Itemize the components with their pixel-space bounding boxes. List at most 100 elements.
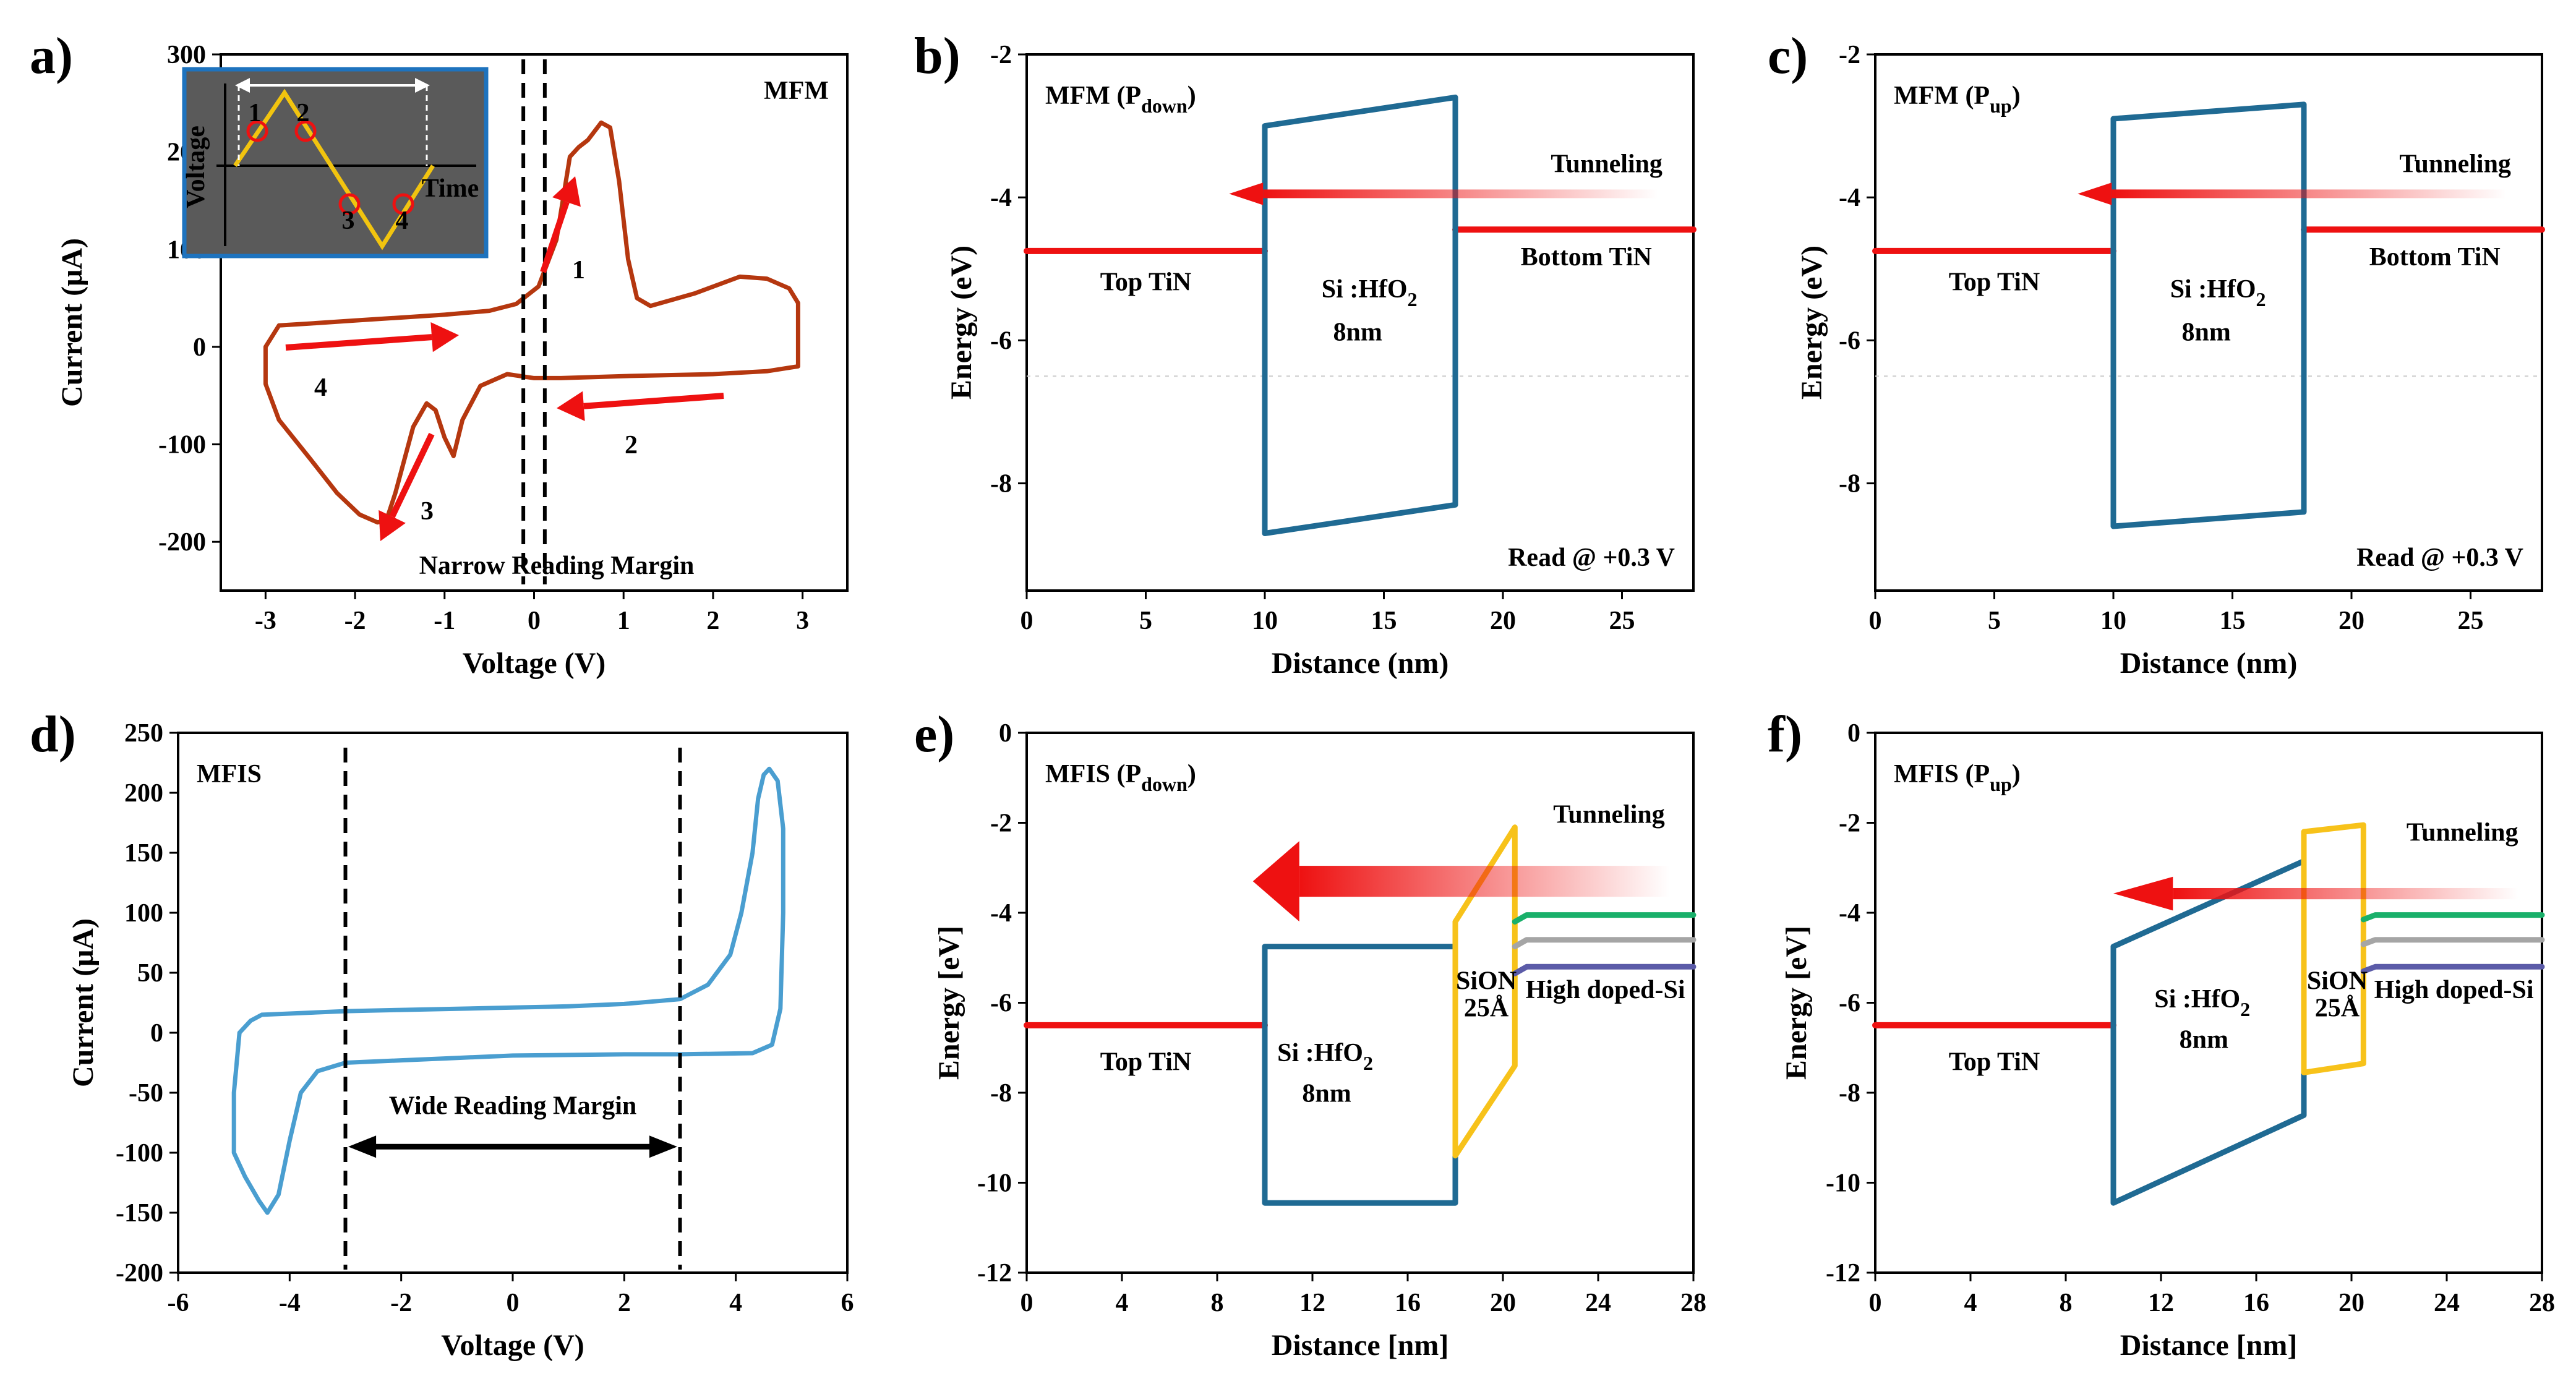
x-tick-label: -6: [168, 1289, 189, 1317]
inset-marker: [294, 120, 317, 142]
read-bias-label: Read @ +0.3 V: [1508, 544, 1675, 572]
series-si-ev: [2360, 963, 2545, 975]
x-tick-label: 12: [1299, 1289, 1325, 1317]
oxide-label: Si :HfO2: [1277, 1039, 1373, 1074]
x-tick-label: 15: [2220, 607, 2246, 635]
y-axis-label: Energy [eV]: [933, 926, 965, 1080]
chart-title: MFM (Pdown): [1045, 82, 1196, 117]
y-tick-label: -10: [1826, 1169, 1860, 1198]
x-tick-label: -4: [279, 1289, 301, 1317]
x-tick-label: 20: [1490, 607, 1516, 635]
arrow-3-head: [379, 510, 406, 541]
y-tick-label: -100: [116, 1139, 163, 1168]
inset-waveform: 1 2 3 4 Voltage Time: [182, 67, 489, 258]
sion-thickness-label: 25Å: [1464, 994, 1509, 1022]
inset-triangle-wave: [233, 88, 435, 250]
y-tick-label: -4: [990, 899, 1012, 928]
x-tick-label: 5: [1988, 607, 2001, 635]
panel-label: b): [914, 27, 961, 85]
x-axis-label: Distance (nm): [2120, 647, 2298, 680]
arrow-1-head: [552, 176, 581, 207]
step-label-3: 3: [421, 497, 434, 526]
inset-marker-label: 3: [342, 207, 355, 235]
chart-e: 0 4 8 12 16 20 24 28 -12 -10 -8 -6 -4 -2 0 Distance [nm…: [914, 706, 1706, 1362]
x-tick-label: 24: [1585, 1289, 1611, 1317]
inset-x-label: Time: [422, 174, 479, 203]
x-tick-label: 25: [2458, 607, 2484, 635]
x-tick-label: -2: [344, 607, 366, 635]
left-metal-label: Top TiN: [1100, 1048, 1192, 1077]
x-tick-label: 10: [1252, 607, 1278, 635]
series-hfo2: [1262, 944, 1458, 1206]
right-metal-label: Bottom TiN: [1521, 243, 1652, 271]
x-axis-label: Voltage (V): [463, 647, 606, 680]
y-tick-label: -2: [1839, 809, 1860, 838]
inset-frame: [182, 67, 489, 258]
x-tick-label: 8: [2060, 1289, 2073, 1317]
x-tick-label: 6: [841, 1289, 854, 1317]
tunneling-label: Tunneling: [2407, 819, 2518, 847]
x-tick-label: 0: [1021, 1289, 1033, 1317]
y-tick-label: -6: [1839, 327, 1860, 355]
tunneling-label: Tunneling: [1553, 801, 1665, 829]
y-tick-label: 0: [999, 719, 1012, 748]
arrow-4-shaft: [285, 334, 432, 351]
x-tick-label: -3: [255, 607, 276, 635]
y-tick-label: -200: [116, 1259, 163, 1288]
inset-marker-label: 2: [297, 99, 310, 127]
inset-marker: [392, 193, 414, 215]
y-tick-label: -12: [977, 1259, 1012, 1288]
x-tick-label: 0: [507, 1289, 520, 1317]
y-axis-label: Energy [eV]: [1780, 926, 1813, 1080]
inset-y-label: Voltage: [182, 126, 210, 208]
x-tick-label: 16: [2243, 1289, 2269, 1317]
x-axis-label: Voltage (V): [441, 1329, 584, 1362]
x-tick-label: 28: [1680, 1289, 1706, 1317]
series-hfo2: [2110, 101, 2307, 529]
plot-frame: [1874, 53, 2543, 592]
tunneling-arrow-head: [2077, 182, 2112, 205]
chart-b: 0 5 10 15 20 25 -8 -6 -4 -2 Distance (nm) Energy (e…: [914, 27, 1697, 680]
series-sion: [2301, 822, 2366, 1075]
chart-f: 0 4 8 12 16 20 24 28 -12 -10 -8 -6 -4 -2 0 Distance [nm…: [1768, 706, 2555, 1362]
panel-label: e): [914, 706, 954, 763]
step-label-1: 1: [572, 256, 585, 284]
read-bias-label: Read @ +0.3 V: [2356, 544, 2523, 572]
y-tick-label: 0: [150, 1019, 163, 1048]
oxide-thickness-label: 8nm: [2180, 1025, 2228, 1054]
sion-thickness-label: 25Å: [2315, 994, 2360, 1022]
y-axis-label: Energy (eV): [1795, 246, 1828, 399]
tunneling-arrow-shaft: [2112, 189, 2507, 199]
x-tick-label: 0: [528, 607, 541, 635]
arrow-3-shaft: [389, 432, 435, 518]
chart-title: MFM: [764, 77, 829, 105]
tunneling-arrow-shaft: [1299, 866, 1670, 897]
left-metal-label: Top TiN: [1949, 268, 2040, 296]
series-hfo2: [1262, 94, 1458, 536]
tunneling-arrow-head: [2113, 876, 2173, 911]
y-tick-label: 50: [137, 959, 163, 988]
x-tick-label: 4: [729, 1289, 742, 1317]
arrow-4-head: [430, 322, 459, 352]
tunneling-arrow-head: [1252, 841, 1299, 922]
series-si-ev: [1512, 963, 1697, 976]
inset-period-arrow-left: [235, 78, 250, 93]
x-axis-label: Distance [nm]: [1272, 1329, 1449, 1362]
y-tick-label: -10: [977, 1169, 1012, 1198]
inset-period-arrow-right: [415, 78, 430, 93]
y-axis-label: Current (μA): [56, 238, 88, 407]
series-mfis-iv: [231, 766, 785, 1215]
y-tick-label: 100: [124, 899, 163, 928]
y-tick-label: -12: [1826, 1259, 1860, 1288]
panel-label: c): [1768, 27, 1808, 85]
panel-label: f): [1768, 706, 1802, 763]
tunneling-arrow-head: [1229, 182, 1264, 205]
tunneling-arrow-shaft: [2173, 887, 2518, 900]
y-tick-label: -2: [1839, 41, 1860, 69]
x-tick-label: 0: [1869, 607, 1882, 635]
y-tick-label: -2: [990, 809, 1012, 838]
chart-title: MFM (Pup): [1894, 82, 2021, 117]
substrate-label: High doped-Si: [1526, 976, 1685, 1004]
y-tick-label: 300: [167, 41, 206, 69]
